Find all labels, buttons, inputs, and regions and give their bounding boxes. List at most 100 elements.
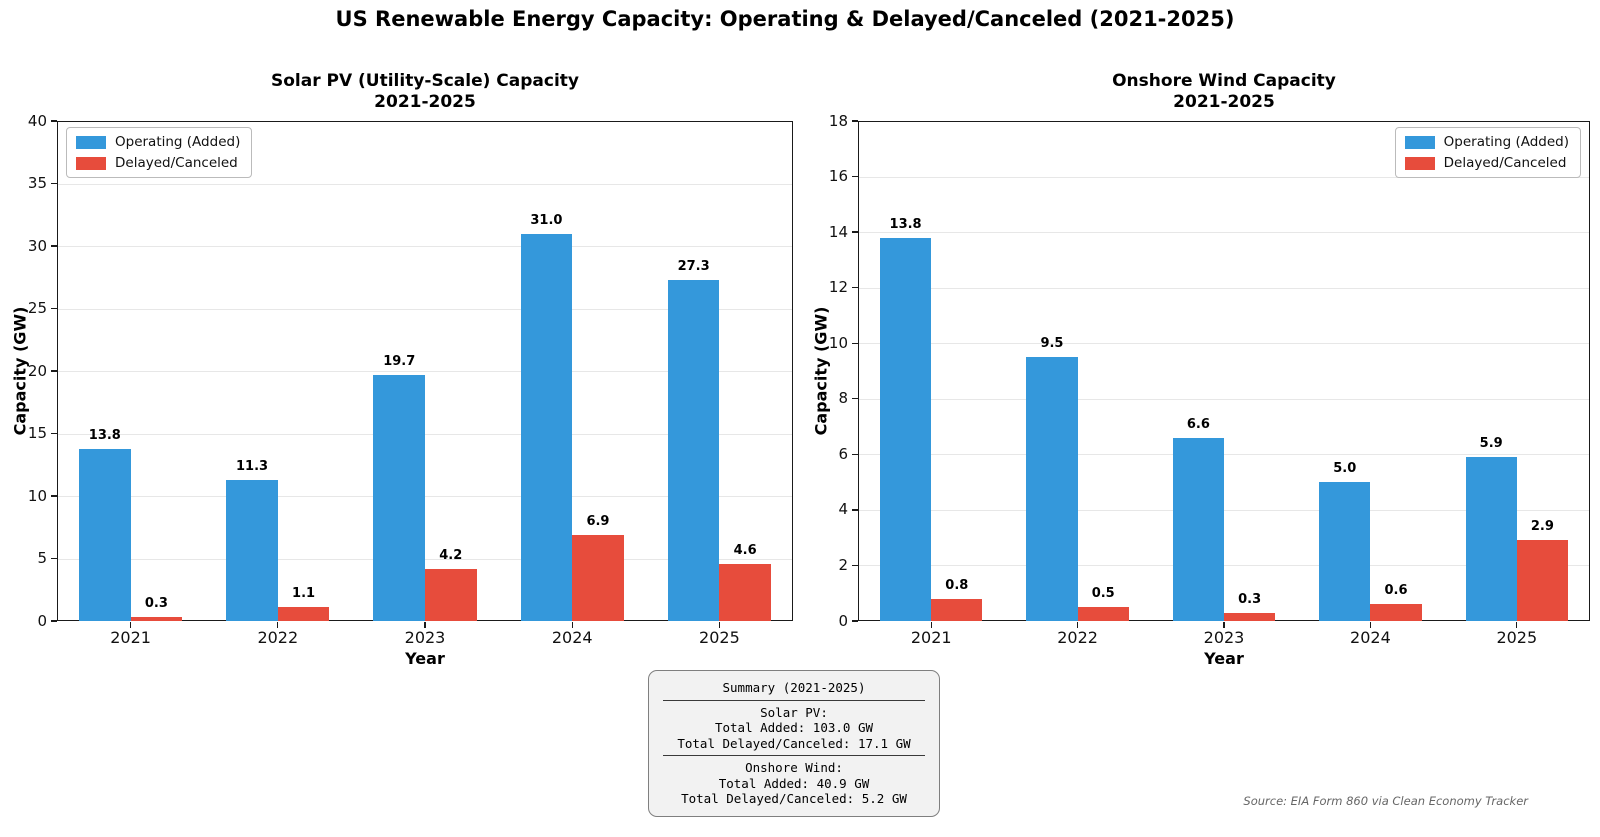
bar-value-label: 1.1 (292, 586, 316, 602)
summary-divider (663, 699, 925, 701)
wind-chart-title: Onshore Wind Capacity 2021-2025 (924, 71, 1524, 113)
bar-operating (79, 448, 131, 621)
x-tick-mark (1223, 622, 1225, 628)
x-tick-mark (424, 622, 426, 628)
x-tick-label: 2025 (699, 628, 740, 647)
y-tick-label: 15 (27, 424, 47, 442)
y-tick-label: 5 (37, 549, 47, 567)
solar-chart-title: Solar PV (Utility-Scale) Capacity 2021-2… (125, 71, 725, 113)
summary-title: Summary (2021-2025) (722, 680, 866, 695)
gridline (859, 565, 1589, 567)
x-tick-mark (718, 622, 721, 628)
summary-wind-added: Total Added: 40.9 GW (718, 775, 870, 791)
bar-delayed (1077, 607, 1129, 621)
source-attribution: Source: EIA Form 860 via Clean Economy T… (1243, 794, 1528, 808)
y-tick-mark (51, 432, 57, 435)
bar-value-label: 4.6 (733, 542, 757, 558)
y-tick-mark (852, 286, 858, 289)
y-tick-mark (51, 245, 57, 247)
x-tick-label: 2023 (1203, 628, 1245, 647)
bar-value-label: 19.7 (383, 353, 416, 369)
y-tick-mark (51, 620, 57, 622)
gridline (58, 496, 792, 497)
y-tick-mark (51, 182, 57, 185)
x-tick-label: 2022 (257, 628, 299, 647)
y-tick-mark (852, 398, 858, 400)
legend: Operating (Added) Delayed/Canceled (66, 127, 253, 178)
gridline (58, 183, 792, 185)
legend-label: Operating (Added) (115, 134, 241, 150)
bar-value-label: 11.3 (235, 458, 269, 474)
legend-swatch-icon (76, 135, 106, 149)
bar-value-label: 0.3 (1238, 591, 1262, 607)
y-tick-label: 30 (27, 236, 47, 255)
x-tick-label: 2024 (1350, 628, 1391, 647)
gridline (859, 176, 1589, 178)
bar-operating (879, 237, 932, 621)
x-tick-label: 2023 (404, 628, 446, 647)
solar-chart-title-line1: Solar PV (Utility-Scale) Capacity (270, 71, 580, 91)
bar-value-label: 6.9 (586, 513, 610, 529)
y-tick-mark (51, 370, 57, 372)
bar-delayed (1516, 540, 1569, 621)
y-tick-label: 20 (27, 361, 47, 380)
bar-delayed (931, 598, 983, 621)
y-tick-mark (852, 564, 858, 567)
legend: Operating (Added) Delayed/Canceled (1394, 127, 1581, 178)
wind-chart-title-line1: Onshore Wind Capacity (1112, 71, 1336, 91)
legend-swatch-icon (1404, 135, 1435, 149)
bar-value-label: 6.6 (1186, 416, 1210, 432)
bar-value-label: 5.0 (1333, 461, 1357, 477)
summary-wind-heading: Onshore Wind: (745, 760, 843, 775)
bar-delayed (130, 617, 183, 621)
y-tick-mark (51, 495, 57, 497)
legend-swatch-icon (76, 156, 106, 170)
legend-row: Operating (Added) (76, 135, 240, 149)
x-tick-label: 2022 (1057, 628, 1098, 647)
y-tick-label: 0 (37, 611, 47, 630)
y-tick-label: 12 (828, 278, 848, 297)
legend-label: Delayed/Canceled (1443, 155, 1567, 171)
bar-value-label: 0.8 (945, 577, 969, 593)
y-tick-label: 40 (27, 111, 47, 130)
bar-delayed (572, 534, 624, 621)
summary-wind-delayed: Total Delayed/Canceled: 5.2 GW (681, 791, 907, 806)
x-axis-label: Year (1204, 649, 1244, 668)
gridline (859, 287, 1589, 289)
gridline (859, 398, 1589, 400)
bar-operating (1319, 482, 1371, 621)
bar-operating (520, 233, 573, 621)
y-tick-label: 6 (838, 444, 848, 463)
y-tick-mark (852, 342, 858, 344)
legend-label: Delayed/Canceled (115, 155, 238, 171)
bar-operating (667, 279, 720, 621)
bar-value-label: 13.8 (889, 216, 922, 232)
gridline (859, 232, 1589, 234)
y-tick-label: 25 (27, 299, 47, 317)
y-tick-label: 18 (828, 111, 848, 130)
bar-value-label: 0.3 (144, 596, 168, 612)
summary-solar-heading: Solar PV: (760, 704, 828, 720)
y-tick-label: 8 (838, 389, 848, 408)
y-tick-label: 10 (828, 333, 848, 352)
y-tick-label: 0 (838, 611, 848, 630)
x-tick-label: 2025 (1496, 628, 1538, 647)
gridline (859, 454, 1589, 456)
y-tick-mark (852, 120, 858, 122)
y-tick-mark (51, 307, 57, 310)
bar-value-label: 13.8 (88, 427, 121, 443)
gridline (859, 343, 1589, 345)
bar-operating (1465, 457, 1517, 621)
gridline (58, 371, 792, 372)
y-axis-label: Capacity (GW) (811, 306, 831, 436)
x-tick-label: 2021 (910, 628, 952, 647)
bar-value-label: 31.0 (530, 212, 563, 228)
bar-delayed (277, 607, 330, 621)
bar-operating (1026, 357, 1078, 621)
gridline (859, 509, 1589, 511)
y-tick-label: 16 (828, 167, 848, 186)
y-tick-label: 4 (838, 500, 848, 519)
legend-row: Delayed/Canceled (1404, 155, 1569, 171)
legend-row: Operating (Added) (1404, 135, 1569, 149)
